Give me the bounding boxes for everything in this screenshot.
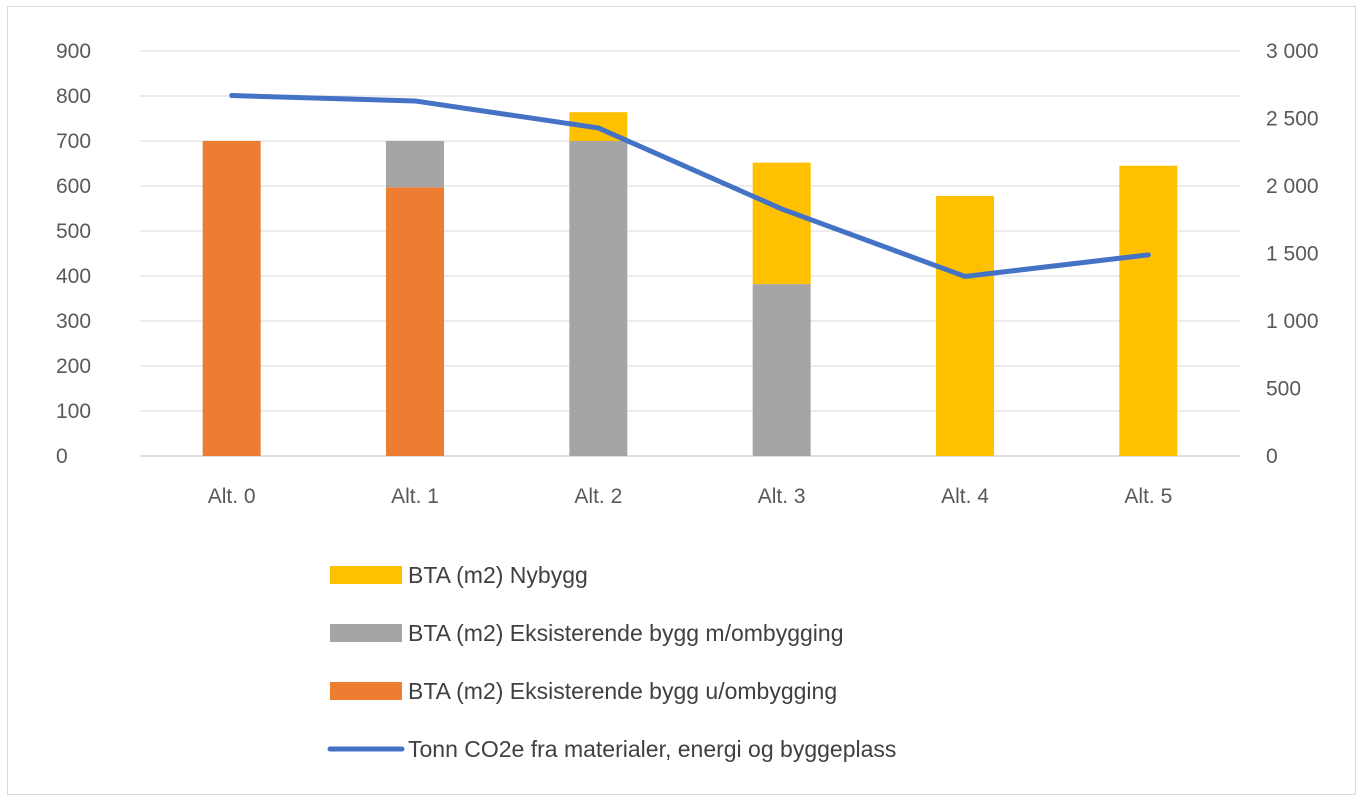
legend-swatch — [330, 566, 402, 584]
y-tick-label: 900 — [56, 40, 91, 63]
legend-label: BTA (m2) Eksisterende bygg m/ombygging — [408, 620, 843, 646]
legend-swatch — [330, 624, 402, 642]
line-series — [229, 93, 1151, 279]
legend-label: BTA (m2) Eksisterende bygg u/ombygging — [408, 678, 837, 704]
bar-segment — [569, 141, 628, 456]
legend-label: BTA (m2) Nybygg — [408, 562, 588, 588]
y2-tick-label: 2 500 — [1266, 108, 1319, 131]
y-tick-label: 100 — [56, 400, 91, 423]
y2-tick-label: 3 000 — [1266, 40, 1319, 63]
y-tick-label: 800 — [56, 85, 91, 108]
x-tick-label: Alt. 1 — [391, 485, 439, 508]
legend-swatch — [330, 682, 402, 700]
y-tick-label: 0 — [56, 445, 68, 468]
bar-segment — [202, 141, 261, 456]
x-tick-label: Alt. 4 — [941, 485, 989, 508]
x-tick-label: Alt. 2 — [574, 485, 622, 508]
x-tick-label: Alt. 0 — [208, 485, 256, 508]
legend-label: Tonn CO2e fra materialer, energi og bygg… — [408, 736, 896, 762]
y2-tick-label: 0 — [1266, 445, 1278, 468]
y-tick-label: 400 — [56, 265, 91, 288]
bar-segment — [1119, 165, 1178, 456]
y2-tick-label: 1 500 — [1266, 243, 1319, 266]
y-tick-label: 500 — [56, 220, 91, 243]
y2-tick-label: 2 000 — [1266, 175, 1319, 198]
y-tick-label: 700 — [56, 130, 91, 153]
bar-segment — [936, 195, 994, 456]
bar-segment — [386, 141, 444, 188]
bar-segment — [752, 284, 811, 456]
y2-tick-label: 500 — [1266, 378, 1301, 401]
y2-tick-label: 1 000 — [1266, 310, 1319, 333]
x-tick-label: Alt. 3 — [758, 485, 806, 508]
bar-segment — [752, 162, 811, 285]
x-tick-label: Alt. 5 — [1124, 485, 1172, 508]
y-tick-label: 200 — [56, 355, 91, 378]
y-tick-label: 600 — [56, 175, 91, 198]
y-tick-label: 300 — [56, 310, 91, 333]
bar-segment — [386, 187, 444, 456]
